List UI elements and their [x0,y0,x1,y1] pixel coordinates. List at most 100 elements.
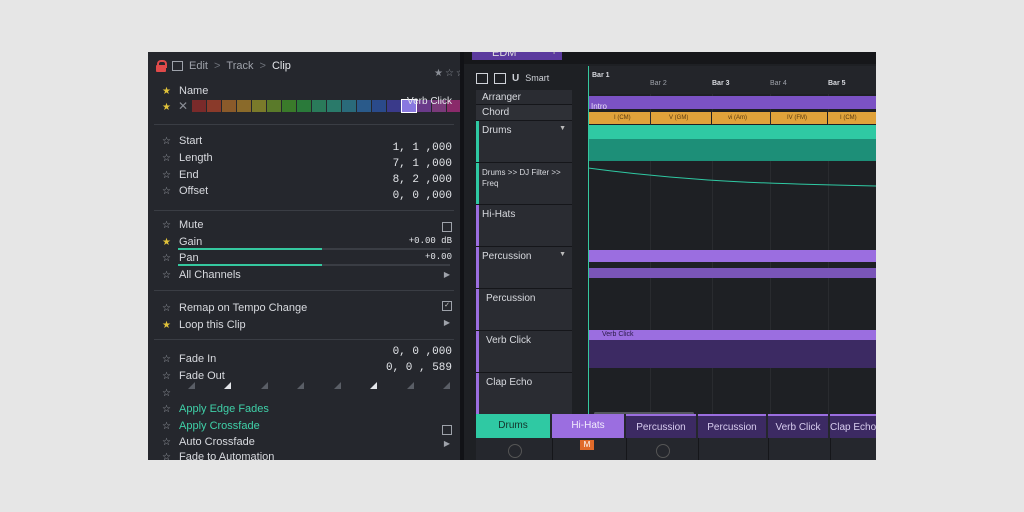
star-icon[interactable]: ☆ [162,370,171,382]
mixer-tab-verb-click[interactable]: Verb Click [768,414,828,438]
remap-checkbox[interactable]: ✓ [442,301,452,311]
star-icon[interactable]: ★ [162,85,171,97]
fade-curve-icon[interactable] [297,382,305,389]
color-swatch[interactable] [401,99,417,113]
end-value[interactable]: 8, 2 ,000 [392,174,452,186]
fade-in-value[interactable]: 0, 0 ,000 [392,346,452,358]
snap-mode[interactable]: Smart [525,73,550,83]
apply-edge-fades-row[interactable]: ☆ Apply Edge Fades [162,402,269,416]
fade-curve-icon[interactable] [442,382,450,389]
color-swatch[interactable] [312,100,326,112]
drums-clip[interactable] [588,125,876,139]
track-header-percussion-group[interactable]: Percussion ▼ [476,247,572,289]
color-swatch[interactable] [342,100,356,112]
star-icon[interactable]: ☆ [162,185,171,197]
window-icon[interactable] [172,61,183,71]
track-header-drums[interactable]: Drums ▼ [476,121,572,163]
timeline-ruler[interactable]: Bar 1 Bar 2 Bar 3 Bar 4 Bar 5 [588,66,876,94]
fade-curve-icon[interactable] [370,382,378,389]
fade-curve-icon[interactable] [224,382,232,389]
star-icon[interactable]: ☆ [162,353,171,365]
panel-divider[interactable] [460,52,464,460]
add-tab-icon[interactable]: + [550,52,558,58]
color-swatch[interactable] [432,100,446,112]
percussion-group-clip[interactable] [588,250,876,262]
horizontal-scrollbar[interactable] [594,412,694,415]
color-swatch[interactable] [447,100,461,112]
chord-block[interactable]: IV (FM) [771,112,827,124]
offset-value[interactable]: 0, 0 ,000 [392,190,452,202]
verb-click-clip[interactable]: Verb Click [588,330,876,368]
apply-crossfade-button[interactable]: Apply Crossfade [179,420,260,432]
arranger-section-intro[interactable]: Intro [588,96,876,111]
star-icon[interactable]: ☆ [162,436,171,448]
track-header-hihats[interactable]: Hi-Hats [476,205,572,247]
track-header-percussion[interactable]: Percussion [476,289,572,331]
star-icon[interactable]: ☆ [162,152,171,164]
loop-row[interactable]: ★ Loop this Clip [162,318,246,332]
no-color-icon[interactable]: ✕ [178,99,189,113]
drums-clip-lane[interactable] [588,125,876,161]
fade-curve-icon[interactable] [260,382,268,389]
playhead[interactable] [588,66,589,416]
chord-block[interactable]: I (CM) [828,112,876,124]
mixer-tab-percussion[interactable]: Percussion [626,414,696,438]
automation-lane[interactable] [587,166,876,204]
star-icon[interactable]: ★ [162,236,171,248]
gain-value[interactable]: +0.00 dB [408,236,452,246]
color-swatch[interactable] [327,100,341,112]
star-icon[interactable]: ☆ [162,302,171,314]
mixer-tab-percussion-2[interactable]: Percussion [698,414,766,438]
color-swatch[interactable] [252,100,266,112]
star-icon[interactable]: ★ [162,101,171,113]
chevron-right-icon[interactable]: ▶ [443,439,450,448]
fade-curve-icon[interactable] [406,382,414,389]
color-swatch[interactable] [297,100,311,112]
apply-edge-fades-button[interactable]: Apply Edge Fades [179,403,269,415]
color-swatch[interactable] [357,100,371,112]
star-icon[interactable]: ☆ [162,135,171,147]
track-header-clap-echo[interactable]: Clap Echo [476,373,572,415]
chevron-right-icon[interactable]: ▶ [443,318,450,327]
color-swatches[interactable] [192,99,476,113]
start-value[interactable]: 1, 1 ,000 [392,142,452,154]
star-icon[interactable]: ☆ [162,169,171,181]
lock-icon[interactable] [156,60,167,72]
chord-block[interactable]: I (CM) [588,112,650,124]
auto-crossfade-row[interactable]: ☆ Auto Crossfade [162,435,255,449]
arranger-track-header[interactable]: Arranger [476,90,572,105]
color-swatch[interactable] [237,100,251,112]
knob-icon[interactable] [656,444,670,458]
color-swatch[interactable] [192,100,206,112]
color-swatch[interactable] [282,100,296,112]
fade-curve-icon[interactable] [188,382,195,389]
mute-checkbox[interactable] [442,222,452,232]
pan-value[interactable]: +0.00 [424,252,452,262]
star-icon[interactable]: ☆ [162,387,171,399]
color-swatch[interactable] [267,100,281,112]
breadcrumb-clip[interactable]: Clip [271,60,291,72]
percussion-group-clip-2[interactable] [588,268,876,278]
track-header-verb-click[interactable]: Verb Click [476,331,572,373]
star-icon[interactable]: ☆ [162,252,171,264]
automation-lane-header[interactable]: Drums >> DJ Filter >> Freq [476,163,572,205]
fade-to-automation-row[interactable]: ☆ Fade to Automation [162,450,274,460]
tools-icon[interactable] [494,72,506,84]
chevron-down-icon[interactable]: ▼ [559,125,566,132]
crossfade-checkbox[interactable] [442,425,452,435]
apply-crossfade-row[interactable]: ☆ Apply Crossfade [162,419,260,433]
window-icon[interactable] [476,72,488,84]
automation-curve[interactable] [587,166,876,204]
clip-name-value[interactable]: Verb Click [406,96,452,107]
color-swatch[interactable] [207,100,221,112]
fade-out-value[interactable]: 0, 0 , 589 [385,362,452,374]
chevron-down-icon[interactable]: ▼ [559,251,566,258]
chord-block[interactable]: vi (Am) [712,112,770,124]
breadcrumb-track[interactable]: Track [226,60,254,72]
chord-track-header[interactable]: Chord [476,105,572,121]
length-value[interactable]: 7, 1 ,000 [392,158,452,170]
fade-shape-icons[interactable] [188,382,450,389]
star-icon[interactable]: ☆ [162,403,171,415]
fade-curve-icon[interactable] [333,382,341,389]
favorite-filter-icons[interactable]: ★☆☆ [434,68,467,79]
